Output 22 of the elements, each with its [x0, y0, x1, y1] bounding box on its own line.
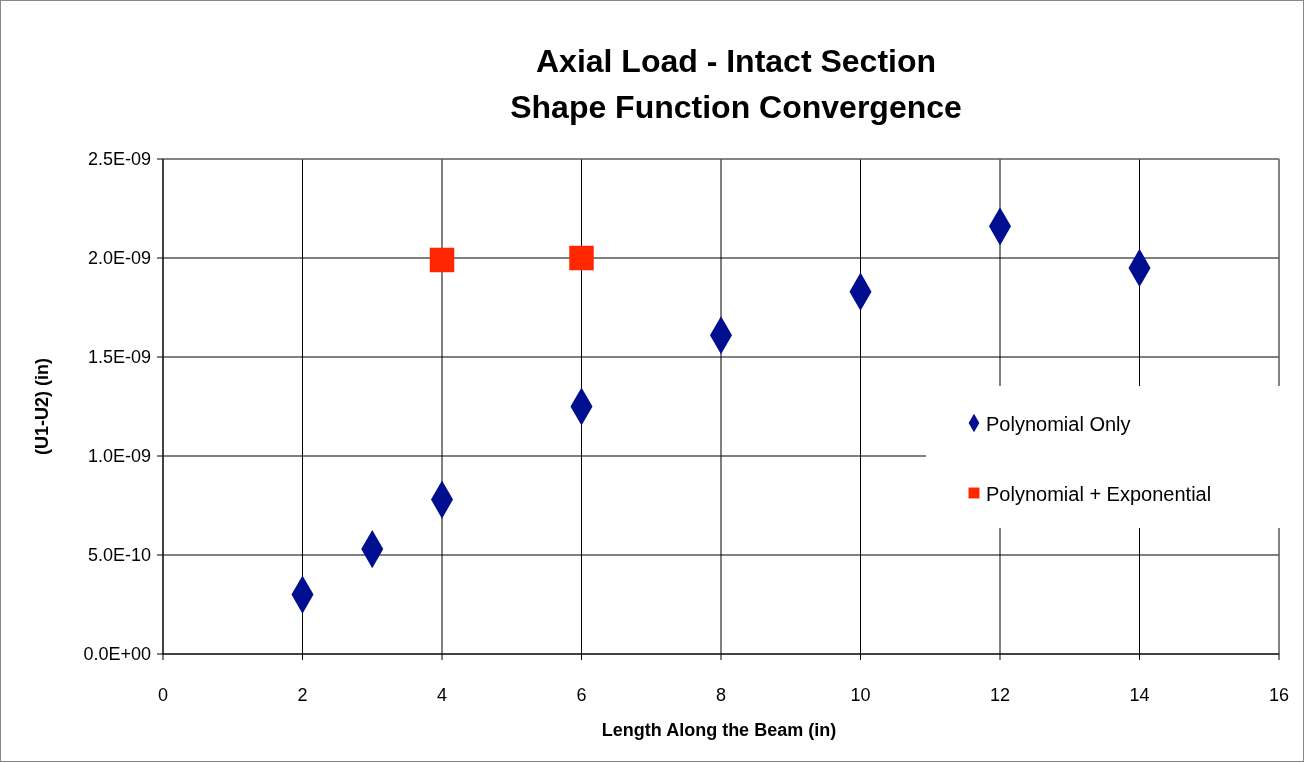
y-tick-label: 2.5E-09: [87, 149, 151, 169]
x-tick-label: 4: [436, 685, 448, 705]
y-tick-label: 0.0E+00: [83, 644, 151, 664]
y-tick-label: 2.0E-09: [87, 248, 151, 268]
legend-label: Polynomial Only: [986, 413, 1131, 435]
x-tick-label: 2: [297, 685, 308, 705]
x-tick-label: 14: [1129, 685, 1150, 705]
x-tick-label: 8: [715, 685, 727, 705]
legend-label: Polynomial + Exponential: [986, 483, 1212, 505]
x-tick-label: 0: [157, 685, 169, 705]
x-tick-label: 16: [1268, 685, 1290, 705]
x-axis-title: Length Along the Beam (in): [601, 720, 837, 740]
point: [429, 247, 455, 273]
y-tick-label: 5.0E-10: [87, 545, 151, 565]
y-tick-label: 1.5E-09: [87, 347, 151, 367]
point: [569, 245, 594, 271]
y-tick-label: 1.0E-09: [87, 446, 151, 466]
chart-title: Axial Load - Intact Section Shape Function Convergence: [510, 43, 962, 125]
x-tick-label: 12: [989, 685, 1011, 705]
x-tick-label: 10: [850, 685, 871, 705]
y-axis-title: (U1-U2) (in): [32, 358, 52, 455]
x-tick-label: 6: [576, 685, 587, 705]
